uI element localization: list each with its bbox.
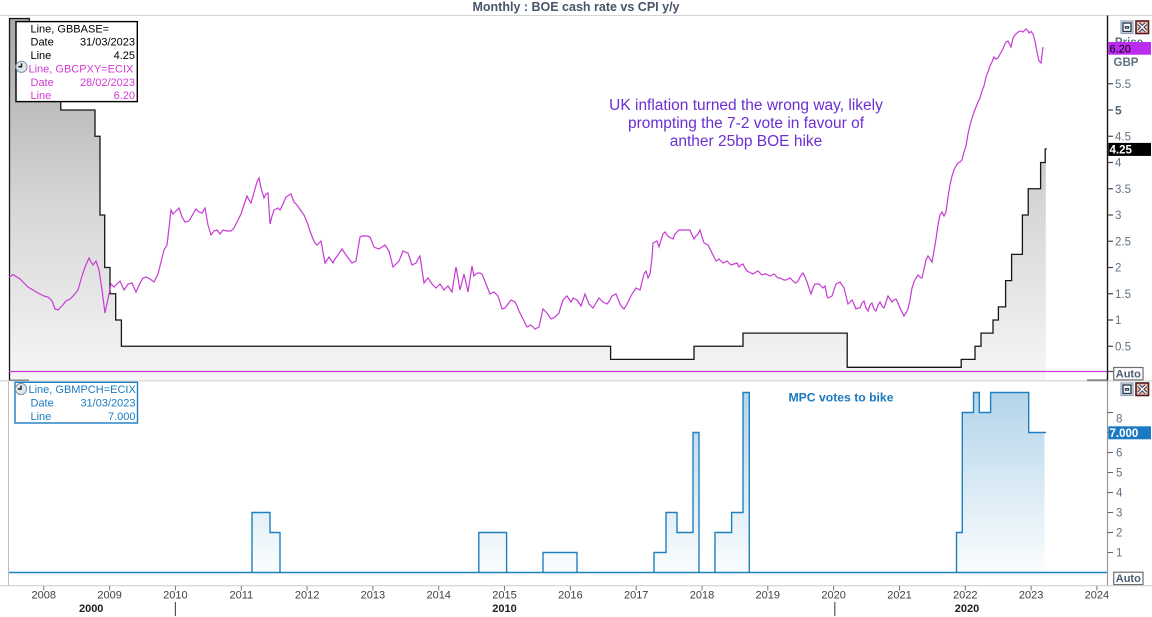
svg-text:Date: Date	[31, 37, 54, 49]
svg-text:28/02/2023: 28/02/2023	[80, 77, 135, 89]
svg-text:UK inflation turned the wrong: UK inflation turned the wrong way, likel…	[609, 97, 883, 114]
svg-text:0.5: 0.5	[1115, 341, 1131, 353]
svg-text:2: 2	[1116, 528, 1122, 540]
svg-text:GBP: GBP	[1114, 57, 1139, 69]
svg-text:31/03/2023: 31/03/2023	[80, 37, 135, 49]
svg-text:6.20: 6.20	[114, 90, 135, 102]
svg-text:2023: 2023	[1019, 590, 1043, 602]
svg-text:1: 1	[1116, 548, 1122, 560]
svg-text:Auto: Auto	[1116, 368, 1141, 380]
svg-text:Date: Date	[31, 77, 54, 89]
svg-text:Auto: Auto	[1116, 573, 1141, 585]
svg-text:2017: 2017	[624, 590, 648, 602]
svg-text:2.5: 2.5	[1115, 236, 1131, 248]
svg-text:Date: Date	[31, 398, 54, 410]
svg-text:Line, GBMPCH=ECIX: Line, GBMPCH=ECIX	[29, 384, 137, 396]
svg-text:MPC votes to bike: MPC votes to bike	[789, 391, 894, 405]
svg-text:2009: 2009	[97, 590, 121, 602]
svg-text:2013: 2013	[361, 590, 385, 602]
svg-text:1: 1	[1115, 315, 1121, 327]
svg-text:2011: 2011	[229, 590, 253, 602]
svg-text:Line: Line	[31, 90, 52, 102]
svg-text:6.20: 6.20	[1110, 44, 1131, 56]
svg-text:5: 5	[1116, 468, 1122, 480]
svg-text:2010: 2010	[492, 603, 516, 615]
svg-text:2019: 2019	[756, 590, 780, 602]
svg-text:7.000: 7.000	[108, 411, 136, 423]
svg-text:2024: 2024	[1085, 590, 1109, 602]
svg-text:31/03/2023: 31/03/2023	[80, 398, 135, 410]
svg-text:2008: 2008	[32, 590, 56, 602]
svg-text:2015: 2015	[492, 590, 516, 602]
svg-text:1.5: 1.5	[1115, 289, 1131, 301]
svg-text:2018: 2018	[690, 590, 714, 602]
svg-text:2010: 2010	[163, 590, 187, 602]
svg-text:Monthly : BOE cash rate vs CPI: Monthly : BOE cash rate vs CPI y/y	[472, 0, 679, 14]
svg-text:2: 2	[1115, 263, 1121, 275]
svg-text:3: 3	[1115, 210, 1121, 222]
svg-text:5: 5	[1115, 104, 1122, 118]
svg-text:3.5: 3.5	[1115, 184, 1131, 196]
svg-text:4: 4	[1115, 158, 1122, 170]
svg-text:2014: 2014	[426, 590, 450, 602]
svg-text:6: 6	[1116, 448, 1122, 460]
svg-text:prompting the 7-2 vote in favo: prompting the 7-2 vote in favour of	[628, 115, 865, 132]
svg-text:4.25: 4.25	[1110, 145, 1133, 157]
svg-text:2000: 2000	[79, 603, 103, 615]
svg-text:5.5: 5.5	[1115, 79, 1131, 91]
svg-text:3: 3	[1116, 508, 1122, 520]
svg-text:4: 4	[1116, 488, 1123, 500]
svg-text:2020: 2020	[821, 590, 845, 602]
svg-text:Line: Line	[31, 411, 52, 423]
svg-text:Line, GBBASE=: Line, GBBASE=	[31, 23, 110, 35]
svg-text:4.25: 4.25	[114, 50, 135, 62]
svg-text:2021: 2021	[887, 590, 911, 602]
svg-text:7.000: 7.000	[1110, 428, 1139, 440]
svg-text:2022: 2022	[953, 590, 977, 602]
svg-text:Line: Line	[31, 50, 52, 62]
svg-text:2012: 2012	[295, 590, 319, 602]
svg-text:anther 25bp BOE hike: anther 25bp BOE hike	[670, 133, 823, 150]
svg-text:2020: 2020	[955, 603, 979, 615]
svg-text:2016: 2016	[558, 590, 582, 602]
svg-text:4.5: 4.5	[1115, 131, 1131, 143]
svg-text:Line, GBCPXY=ECIX: Line, GBCPXY=ECIX	[29, 63, 135, 75]
svg-text:8: 8	[1116, 414, 1122, 426]
